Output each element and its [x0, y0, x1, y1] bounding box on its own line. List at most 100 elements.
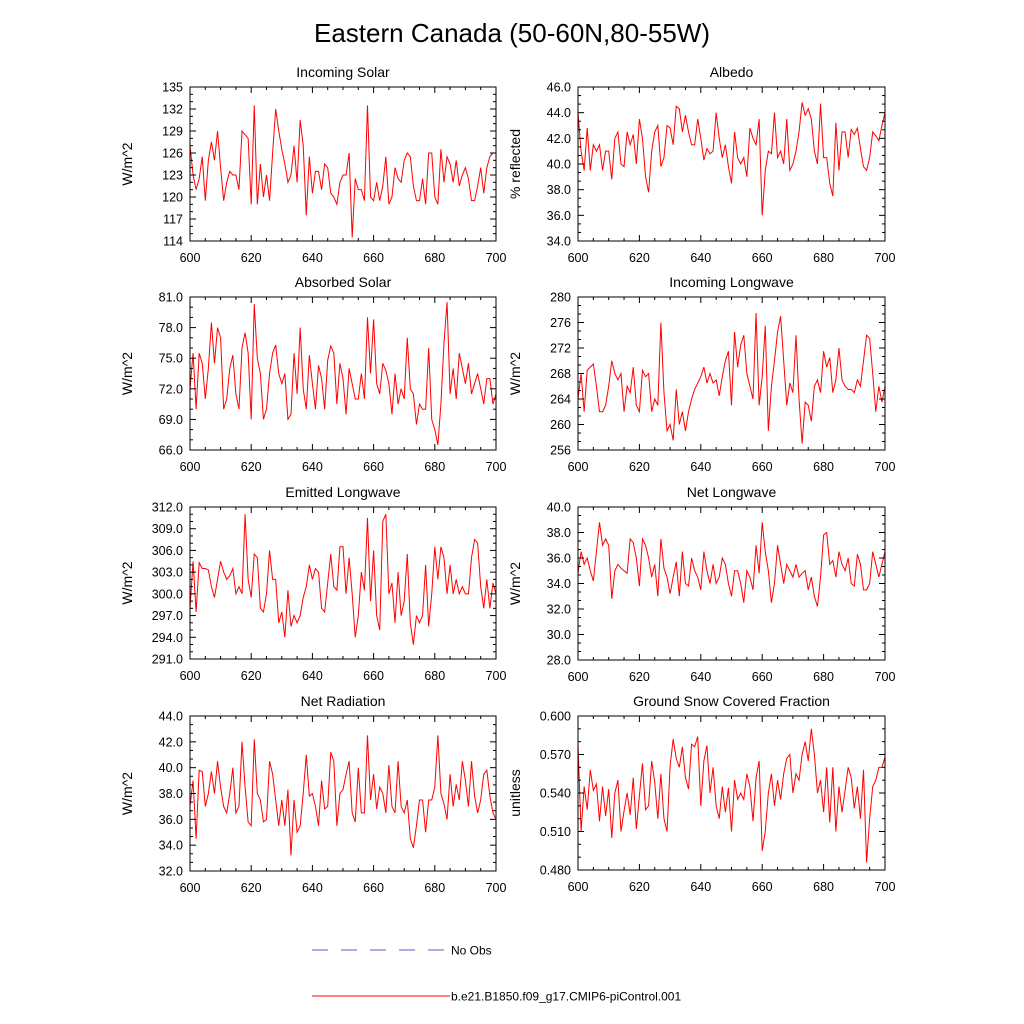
y-tick-label: 291.0 — [152, 653, 183, 667]
y-tick-label: 132 — [162, 103, 183, 117]
y-axis-label: W/m^2 — [507, 352, 523, 395]
x-tick-label: 620 — [629, 460, 650, 474]
y-tick-label: 66.0 — [159, 444, 183, 458]
y-axis-label: W/m^2 — [119, 772, 135, 815]
panel-2: Albedo 600 620 640 660 680 700 34.0 36.0 38.0 40.0… — [507, 64, 895, 265]
y-axis-label: W/m^2 — [119, 142, 135, 185]
y-tick-label: 0.540 — [540, 787, 571, 801]
y-tick-label: 42.0 — [547, 132, 571, 146]
y-tick-label: 120 — [162, 191, 183, 205]
y-axis-label: W/m^2 — [119, 561, 135, 604]
panel-title: Incoming Solar — [296, 64, 390, 80]
x-tick-label: 620 — [241, 251, 262, 265]
y-tick-label: 126 — [162, 147, 183, 161]
y-tick-label: 280 — [550, 291, 571, 305]
y-tick-label: 303.0 — [152, 566, 183, 580]
x-tick-label: 640 — [690, 670, 711, 684]
panel-title: Ground Snow Covered Fraction — [633, 693, 830, 709]
y-tick-label: 297.0 — [152, 609, 183, 623]
x-tick-label: 640 — [690, 251, 711, 265]
y-tick-label: 40.0 — [547, 158, 571, 172]
legend-label-model: b.e21.B1850.f09_g17.CMIP6-piControl.001 — [451, 990, 681, 1004]
y-tick-label: 312.0 — [152, 501, 183, 515]
x-tick-label: 700 — [486, 669, 507, 683]
plot-frame — [189, 715, 497, 872]
panel-8: Ground Snow Covered Fraction 600 620 640 660… — [507, 693, 895, 894]
y-tick-label: 123 — [162, 169, 183, 183]
y-tick-label: 300.0 — [152, 587, 183, 601]
y-tick-label: 135 — [162, 81, 183, 95]
y-tick-label: 38.0 — [547, 526, 571, 540]
x-tick-label: 600 — [568, 251, 589, 265]
x-tick-label: 680 — [424, 881, 445, 895]
x-tick-label: 620 — [241, 881, 262, 895]
y-tick-label: 38.0 — [547, 183, 571, 197]
panel-6: Net Longwave 600 620 640 660 680 700 28.0 30.0 32… — [507, 484, 895, 684]
plot-frame — [189, 506, 497, 660]
y-tick-label: 294.0 — [152, 631, 183, 645]
y-tick-label: 256 — [550, 444, 571, 458]
x-tick-label: 620 — [629, 880, 650, 894]
x-tick-label: 660 — [752, 670, 773, 684]
x-tick-label: 700 — [486, 881, 507, 895]
x-tick-label: 680 — [424, 251, 445, 265]
y-tick-label: 276 — [550, 316, 571, 330]
x-tick-label: 660 — [363, 251, 384, 265]
x-tick-label: 620 — [241, 669, 262, 683]
y-tick-label: 75.0 — [159, 352, 183, 366]
series-line — [577, 312, 886, 444]
y-tick-label: 72.0 — [159, 382, 183, 396]
panel-title: Net Radiation — [301, 693, 386, 709]
panel-title: Albedo — [710, 64, 754, 80]
y-tick-label: 28.0 — [547, 654, 571, 668]
x-tick-label: 680 — [424, 460, 445, 474]
y-tick-label: 36.0 — [547, 209, 571, 223]
x-tick-label: 600 — [568, 460, 589, 474]
x-tick-label: 640 — [302, 881, 323, 895]
x-tick-label: 700 — [486, 460, 507, 474]
y-tick-label: 34.0 — [547, 577, 571, 591]
series-line — [577, 728, 886, 863]
panels: Incoming Solar 600 620 640 660 680 700 114 117 12… — [119, 64, 895, 895]
series-line — [577, 522, 886, 607]
y-tick-label: 81.0 — [159, 291, 183, 305]
x-tick-label: 640 — [302, 669, 323, 683]
y-tick-label: 129 — [162, 125, 183, 139]
panel-7: Net Radiation 600 620 640 660 680 700 32.0 34.0 3… — [119, 693, 506, 895]
x-tick-label: 700 — [875, 880, 896, 894]
x-tick-label: 660 — [752, 880, 773, 894]
y-tick-label: 40.0 — [547, 501, 571, 515]
x-tick-label: 640 — [690, 880, 711, 894]
x-tick-label: 600 — [180, 460, 201, 474]
x-tick-label: 700 — [875, 670, 896, 684]
legend-label-no-obs: No Obs — [451, 944, 492, 958]
y-tick-label: 69.0 — [159, 413, 183, 427]
y-tick-label: 272 — [550, 342, 571, 356]
x-tick-label: 680 — [813, 251, 834, 265]
plot-frame — [189, 296, 497, 451]
x-tick-label: 600 — [180, 881, 201, 895]
y-tick-label: 40.0 — [159, 761, 183, 775]
x-tick-label: 620 — [241, 460, 262, 474]
panel-4: Incoming Longwave 600 620 640 660 680 700 256 26… — [507, 274, 895, 474]
y-tick-label: 0.570 — [540, 748, 571, 762]
x-tick-label: 700 — [875, 251, 896, 265]
y-tick-label: 46.0 — [547, 81, 571, 95]
series-line — [189, 105, 494, 238]
x-tick-label: 620 — [629, 251, 650, 265]
y-tick-label: 36.0 — [159, 813, 183, 827]
y-tick-label: 44.0 — [159, 710, 183, 724]
x-tick-label: 700 — [875, 460, 896, 474]
y-tick-label: 0.510 — [540, 825, 571, 839]
y-tick-label: 260 — [550, 418, 571, 432]
y-tick-label: 114 — [163, 235, 183, 249]
panel-title: Absorbed Solar — [295, 274, 392, 290]
y-tick-label: 117 — [163, 213, 183, 227]
x-tick-label: 660 — [363, 669, 384, 683]
x-tick-label: 660 — [752, 460, 773, 474]
y-axis-label: % reflected — [507, 129, 523, 199]
x-tick-label: 680 — [424, 669, 445, 683]
panel-title: Net Longwave — [687, 484, 777, 500]
y-tick-label: 0.600 — [540, 710, 571, 724]
